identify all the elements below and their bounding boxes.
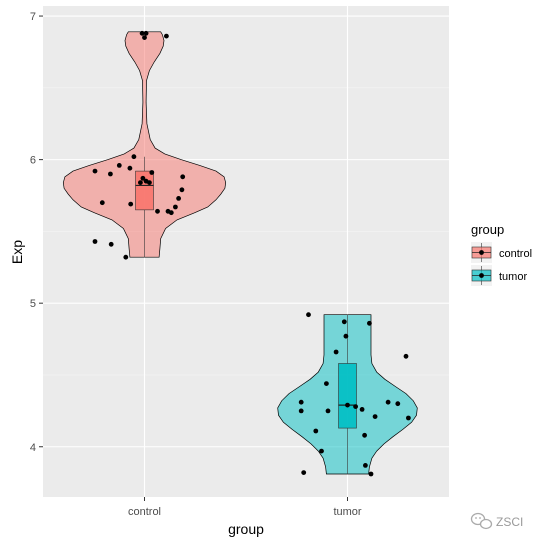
data-point-tumor <box>367 320 372 326</box>
data-point-control <box>92 239 98 244</box>
watermark-text: ZSCI <box>496 515 523 529</box>
x-tick-label-tumor: tumor <box>333 506 361 518</box>
data-point-tumor <box>333 349 339 355</box>
violin-control <box>62 31 227 258</box>
wechat-icon <box>470 512 493 530</box>
data-point-control <box>173 204 178 210</box>
legend-item-tumor: tumor <box>471 265 527 286</box>
x-tick-label-control: control <box>128 506 161 518</box>
data-point-control <box>147 180 152 186</box>
data-point-control <box>116 163 122 168</box>
data-point-control <box>123 254 129 260</box>
x-axis-title: group <box>228 521 264 537</box>
data-point-tumor <box>313 428 319 434</box>
data-point-control <box>176 196 182 201</box>
data-point-tumor <box>345 402 350 408</box>
data-point-tumor <box>325 408 331 414</box>
data-point-control <box>92 168 98 174</box>
legend-key-point <box>479 273 484 278</box>
data-point-control <box>142 35 147 40</box>
legend-label: control <box>499 248 532 260</box>
data-point-control <box>155 208 160 214</box>
data-point-tumor <box>395 401 401 407</box>
data-point-control <box>149 170 155 175</box>
data-point-tumor <box>319 448 324 454</box>
data-point-tumor <box>343 333 349 339</box>
data-point-control <box>99 200 105 206</box>
data-point-control <box>138 180 143 186</box>
watermark: ZSCI <box>470 512 523 530</box>
data-point-control <box>180 174 186 180</box>
data-point-control <box>131 154 137 160</box>
data-point-control <box>127 165 133 171</box>
data-point-tumor <box>324 381 329 386</box>
data-point-tumor <box>359 407 365 412</box>
data-point-tumor <box>406 415 411 421</box>
data-point-tumor <box>368 471 374 477</box>
axes: 4 5 6 7 control tumor <box>30 11 362 518</box>
data-point-control <box>140 175 146 181</box>
data-point-tumor <box>298 399 304 405</box>
data-point-tumor <box>403 353 409 359</box>
data-point-control <box>143 30 149 36</box>
y-tick-label: 7 <box>30 11 36 23</box>
data-point-tumor <box>298 408 304 414</box>
y-axis-title: Exp <box>9 240 25 264</box>
data-point-tumor <box>363 463 368 468</box>
data-point-control <box>164 33 169 39</box>
data-points <box>92 30 411 477</box>
data-point-control <box>139 30 145 36</box>
legend-title: group <box>471 222 504 237</box>
data-point-tumor <box>385 399 391 405</box>
y-tick-label: 4 <box>30 442 36 454</box>
data-point-control <box>108 171 113 177</box>
data-point-tumor <box>372 414 378 419</box>
data-point-tumor <box>353 404 358 409</box>
data-point-control <box>179 187 185 193</box>
data-point-control <box>108 241 114 247</box>
y-tick-label: 6 <box>30 155 36 167</box>
y-tick-label: 5 <box>30 298 36 310</box>
data-point-tumor <box>362 432 367 438</box>
data-point-tumor <box>341 319 347 325</box>
legend-label: tumor <box>499 271 527 283</box>
data-point-control <box>168 210 174 216</box>
box-tumor <box>338 363 357 429</box>
data-point-tumor <box>301 470 307 475</box>
legend: group control tumor <box>471 222 532 286</box>
data-point-tumor <box>306 312 311 318</box>
legend-item-control: control <box>471 242 532 263</box>
legend-key-point <box>479 250 484 255</box>
data-point-control <box>128 201 134 207</box>
